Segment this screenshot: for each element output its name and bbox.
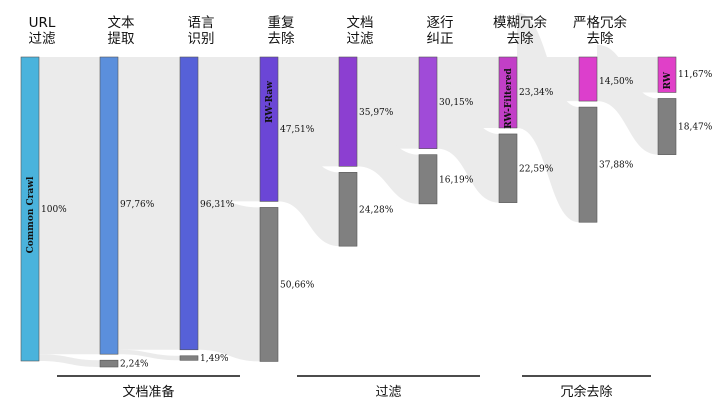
keep-percent-label: 11,67% xyxy=(678,70,713,80)
stage-node-drop xyxy=(259,207,279,362)
stage-node-keep xyxy=(179,56,199,351)
stage-node-drop xyxy=(99,359,119,368)
drop-percent-label: 37,88% xyxy=(599,161,634,171)
stage-header: 语言 xyxy=(188,15,215,31)
stage-node-label: RW-Filtered xyxy=(504,68,514,129)
stage-node-keep xyxy=(99,56,119,355)
flow-band-keep xyxy=(39,57,100,355)
stage-node-label: Common Crawl xyxy=(26,176,36,253)
stage-node-keep xyxy=(338,56,358,167)
group-label: 文档准备 xyxy=(122,384,174,400)
stage-header: 过滤 xyxy=(29,31,56,47)
stage-node-label: RW xyxy=(663,71,673,89)
drop-percent-label: 24,28% xyxy=(359,205,394,215)
stage-header: 逐行 xyxy=(427,15,454,31)
stage-node-drop xyxy=(338,172,358,247)
group-label: 过滤 xyxy=(375,385,401,400)
drop-percent-label: 1,49% xyxy=(200,354,229,364)
stage-node-drop xyxy=(418,154,438,205)
flow-bands xyxy=(39,12,658,367)
stage-node-drop xyxy=(578,106,598,223)
stage-nodes xyxy=(20,56,677,368)
flow-band-drop xyxy=(198,195,260,362)
keep-percent-label: 47,51% xyxy=(280,125,315,135)
drop-percent-label: 50,66% xyxy=(280,280,315,290)
keep-percent-label: 96,31% xyxy=(200,200,235,210)
drop-percent-label: 18,47% xyxy=(678,123,713,133)
drop-percent-label: 22,59% xyxy=(519,164,554,174)
stage-node-drop xyxy=(179,355,199,361)
stage-header: 去除 xyxy=(268,31,295,47)
flow-band-keep xyxy=(118,57,180,350)
stage-header: 提取 xyxy=(108,31,135,47)
stage-node-drop xyxy=(498,133,518,203)
stage-header: 重复 xyxy=(268,14,295,31)
stage-node-keep xyxy=(418,56,438,149)
stage-node-keep xyxy=(20,56,40,362)
stage-header: 模糊冗余 xyxy=(493,14,547,31)
stage-header: 文档 xyxy=(347,15,374,31)
flow-band-keep xyxy=(198,57,260,202)
keep-percent-label: 97,76% xyxy=(120,200,155,210)
stage-header: 过滤 xyxy=(347,31,374,47)
stage-header: 识别 xyxy=(188,31,215,47)
stage-node-keep xyxy=(578,56,598,102)
stage-header: 去除 xyxy=(507,31,535,47)
stage-node-drop xyxy=(657,98,677,155)
flow-band-drop xyxy=(278,127,339,247)
flow-band-drop xyxy=(118,349,180,361)
flow-band-drop xyxy=(39,354,100,367)
drop-percent-label: 2,24% xyxy=(120,360,149,370)
flow-band-drop xyxy=(357,117,419,204)
keep-percent-label: 35,97% xyxy=(359,108,394,118)
keep-percent-label: 100% xyxy=(41,205,67,215)
flow-band-drop xyxy=(437,79,499,203)
stage-node-keep xyxy=(259,56,279,202)
keep-percent-label: 30,15% xyxy=(439,98,474,108)
stage-header: 去除 xyxy=(587,31,615,47)
stage-node-label: RW-Raw xyxy=(265,81,275,123)
drop-percent-label: 16,19% xyxy=(439,175,474,185)
group-label: 冗余去除 xyxy=(560,384,612,400)
flow-band-drop xyxy=(597,44,658,155)
group-brackets: 文档准备 过滤 冗余去除 xyxy=(57,375,651,400)
stage-header: 纠正 xyxy=(427,31,454,47)
stage-header: 文本 xyxy=(108,15,135,31)
keep-percent-label: 14,50% xyxy=(599,77,634,87)
keep-percent-label: 23,34% xyxy=(519,88,554,98)
stage-header: URL xyxy=(29,15,56,31)
stage-node-keep xyxy=(657,56,677,93)
stage-labels: Common Crawl 100% 97,76% 2,24% 96,31% 1,49% RW… xyxy=(26,68,713,370)
flow-band-drop xyxy=(517,12,579,223)
stage-header: 严格冗余 xyxy=(573,14,627,31)
stage-node-keep xyxy=(498,56,518,129)
